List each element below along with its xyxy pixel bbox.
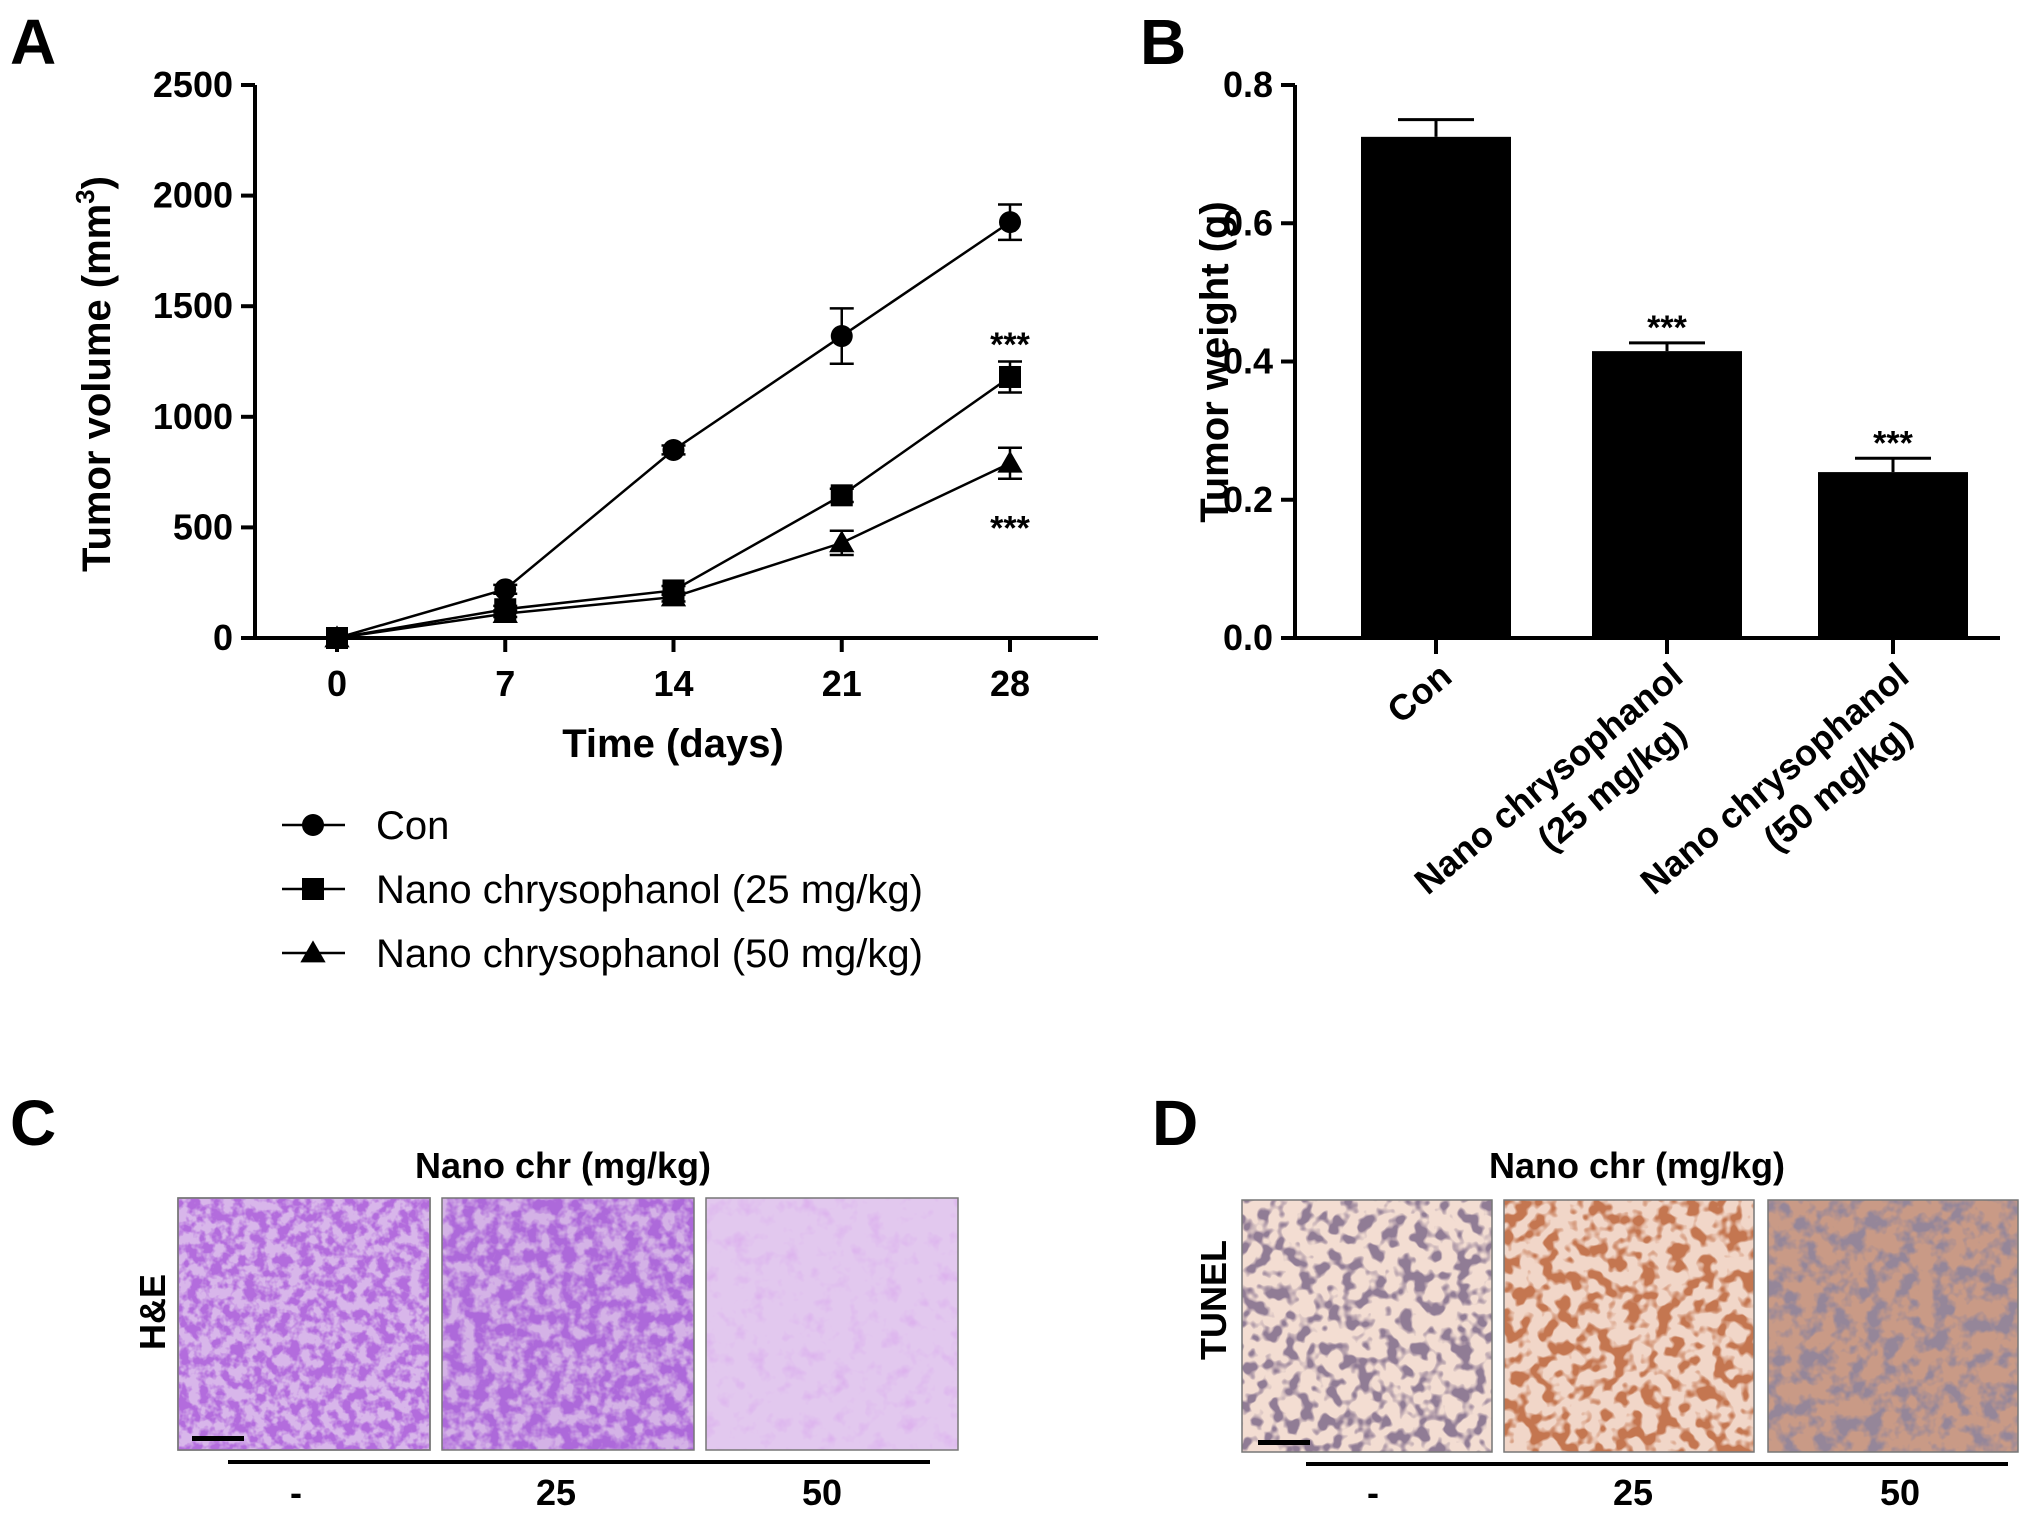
x-tick-label: 7 (495, 663, 515, 704)
y-tick-label: 0.4 (1223, 341, 1273, 382)
legend-entry-triangle: Nano chrysophanol (50 mg/kg) (282, 932, 923, 976)
he-dose-control: - (290, 1472, 302, 1513)
tunel-image-control (1241, 1199, 1493, 1453)
panel-letter-a: A (10, 6, 56, 78)
panel-letter-d: D (1152, 1087, 1198, 1159)
tunel-scale-bar (1258, 1440, 1310, 1445)
y-tick-label: 0.6 (1223, 202, 1273, 243)
y-axis-title-superscript: 3 (70, 189, 100, 203)
y-tick-label: 2000 (153, 175, 233, 216)
data-point-triangle (324, 625, 350, 648)
tumor-volume-annotations: *** *** (990, 326, 1030, 548)
tumor-weight-bars: Con *** Nano chrysophanol(25 mg/kg) *** Nano… (1361, 118, 1968, 938)
legend-marker-square (302, 878, 324, 900)
tumor-volume-line-chart: 0 500 1000 1500 2000 2500 0 7 14 21 28 *** *** Time… (70, 64, 1098, 976)
significance-marker: *** (1873, 424, 1913, 462)
tunel-panel-title: Nano chr (mg/kg) (1489, 1145, 1785, 1186)
x-tick-label-line: Con (1379, 655, 1459, 731)
tunel-image-25 (1503, 1199, 1755, 1453)
panel-letter-c: C (10, 1087, 56, 1159)
series-circle (326, 203, 1022, 649)
y-tick-label: 0 (213, 617, 233, 658)
panel-letter-b: B (1140, 6, 1186, 78)
y-tick-label: 1500 (153, 285, 233, 326)
y-tick-label: 500 (173, 506, 233, 547)
tumor-volume-series (324, 203, 1023, 649)
bar (1818, 472, 1968, 638)
y-tick-label: 1000 (153, 396, 233, 437)
y-tick-label: 2500 (153, 64, 233, 105)
tumor-volume-axes: 0 500 1000 1500 2000 2500 0 7 14 21 28 (153, 64, 1098, 704)
he-scale-bar (192, 1436, 244, 1441)
bar (1361, 136, 1511, 638)
tunel-histology-panel: Nano chr (mg/kg) TUNEL - 25 50 (1193, 1145, 2019, 1513)
significance-marker: *** (990, 509, 1030, 547)
y-axis-title-close: ) (75, 176, 119, 189)
legend-entry-square: Nano chrysophanol (25 mg/kg) (282, 868, 923, 912)
significance-marker: *** (1647, 309, 1687, 347)
tunel-dose-25: 25 (1613, 1472, 1653, 1513)
x-tick-label: Con (1379, 655, 1459, 731)
data-point-circle (830, 325, 853, 348)
y-tick-label: 0.8 (1223, 64, 1273, 105)
data-point-triangle (829, 530, 855, 553)
he-image-50 (705, 1197, 959, 1451)
x-tick-label: 0 (327, 663, 347, 704)
tunel-dose-50: 50 (1880, 1472, 1920, 1513)
data-point-triangle (660, 584, 687, 607)
x-tick-label: Nano chrysophanol(25 mg/kg) (1406, 655, 1719, 938)
he-dose-50: 50 (802, 1472, 842, 1513)
x-tick-label: 14 (653, 663, 693, 704)
significance-marker: *** (990, 326, 1030, 364)
data-point-square (830, 484, 853, 507)
tumor-weight-y-axis-title: Tumor weight (g) (1193, 201, 1237, 522)
tunel-image-50 (1767, 1199, 2019, 1453)
data-point-triangle (997, 450, 1023, 473)
he-dose-25: 25 (536, 1472, 576, 1513)
tumor-volume-y-axis-title: Tumor volume (mm3) (70, 176, 119, 572)
data-point-circle (999, 211, 1021, 234)
he-histology-panel: Nano chr (mg/kg) H&E - 25 50 (132, 1145, 959, 1513)
legend-marker-circle (302, 814, 324, 836)
he-image-control (177, 1197, 431, 1451)
data-point-square (999, 365, 1021, 388)
tunel-dose-control: - (1367, 1472, 1379, 1513)
legend-label: Con (376, 804, 449, 848)
data-point-circle (662, 438, 685, 461)
data-point-circle (494, 578, 517, 601)
series-triangle (324, 446, 1023, 648)
tumor-volume-x-axis-title: Time (days) (562, 722, 784, 766)
y-tick-label: 0.0 (1223, 617, 1273, 658)
y-tick-label: 0.2 (1223, 479, 1273, 520)
series-line-triangle (336, 462, 1011, 640)
series-line-circle (336, 221, 1011, 640)
legend-entry-circle: Con (282, 804, 449, 848)
y-axis-title-base: Tumor volume (mm (75, 204, 119, 572)
he-panel-title: Nano chr (mg/kg) (415, 1145, 711, 1186)
bar (1592, 351, 1742, 638)
tunel-row-label: TUNEL (1193, 1240, 1234, 1360)
x-tick-label: Nano chrysophanol(50 mg/kg) (1632, 655, 1945, 938)
x-tick-label: 28 (990, 663, 1030, 704)
data-point-triangle (492, 601, 518, 624)
tumor-weight-bar-chart: 0.0 0.2 0.4 0.6 0.8 Con *** Nano chrysophanol(… (1193, 64, 2000, 938)
legend-marker-triangle (300, 940, 326, 963)
legend-label: Nano chrysophanol (50 mg/kg) (376, 932, 923, 976)
tumor-volume-legend: Con Nano chrysophanol (25 mg/kg) Nano chry… (282, 804, 923, 976)
he-row-label: H&E (132, 1274, 173, 1350)
legend-label: Nano chrysophanol (25 mg/kg) (376, 868, 923, 912)
he-image-25 (441, 1197, 695, 1451)
x-tick-label: 21 (822, 663, 862, 704)
